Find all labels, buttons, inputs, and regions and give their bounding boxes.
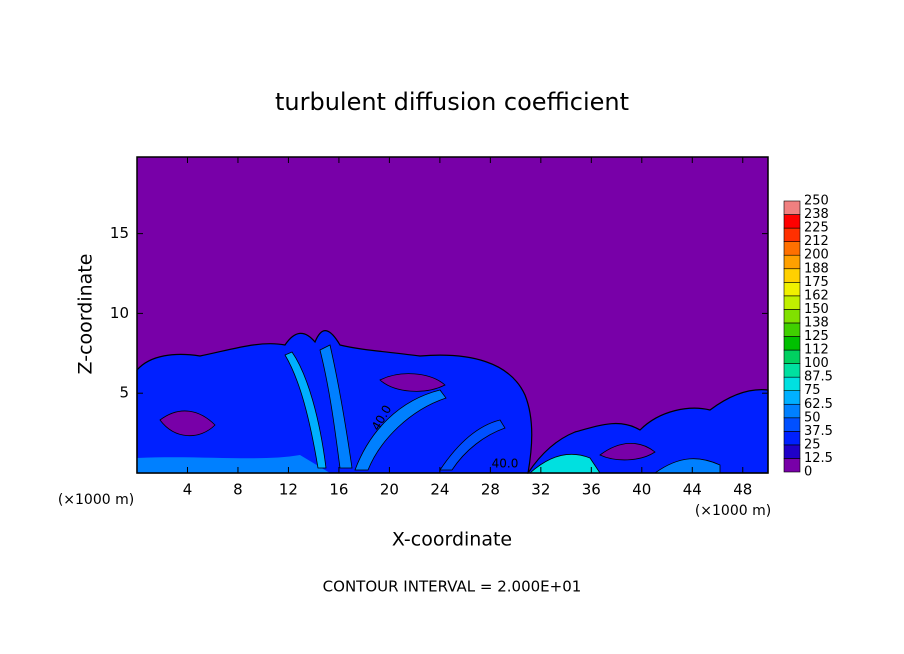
colorbar-label: 200 — [804, 248, 829, 263]
colorbar-label: 125 — [804, 329, 829, 344]
x-tick-label: 24 — [430, 481, 449, 499]
x-tick-label: 32 — [531, 481, 550, 499]
colorbar-label: 175 — [804, 275, 829, 290]
y-tick-label: 15 — [110, 224, 129, 242]
colorbar-swatch — [783, 254, 801, 270]
colorbar-swatch — [783, 200, 801, 215]
field-region — [354, 389, 447, 471]
colorbar-label: 50 — [804, 410, 821, 425]
x-tick-label: 36 — [582, 481, 601, 499]
field-region — [526, 389, 769, 474]
colorbar-label: 212 — [804, 234, 829, 249]
colorbar-swatch — [783, 295, 801, 310]
field-region — [319, 344, 353, 469]
field-region — [284, 351, 327, 469]
colorbar-swatch — [783, 241, 801, 256]
colorbar-label: 25 — [804, 437, 821, 452]
colorbar-swatch — [783, 214, 801, 229]
colorbar-swatch — [783, 363, 801, 378]
colorbar-swatch — [783, 268, 801, 283]
field-region — [379, 373, 446, 392]
field-region — [599, 442, 656, 461]
colorbar-label: 62.5 — [804, 397, 833, 412]
colorbar-label: 37.5 — [804, 424, 833, 439]
colorbar-label: 238 — [804, 207, 829, 222]
colorbar-swatch — [783, 390, 801, 405]
colorbar-label: 75 — [804, 383, 821, 398]
colorbar-label: 0 — [804, 465, 812, 480]
colorbar-swatch — [783, 417, 801, 432]
field-region — [439, 419, 506, 471]
colorbar-label: 225 — [804, 221, 829, 236]
x-tick-label: 44 — [683, 481, 702, 499]
x-tick-label: 4 — [183, 481, 193, 499]
colorbar-swatch — [783, 322, 801, 337]
field-region — [137, 455, 330, 473]
y-axis-label: Z-coordinate — [75, 254, 97, 375]
colorbar-swatch — [783, 309, 801, 324]
x-axis-label: X-coordinate — [392, 529, 512, 551]
colorbar-label: 150 — [804, 302, 829, 317]
colorbar-label: 100 — [804, 356, 829, 371]
field-region — [653, 458, 721, 474]
x-tick-label: 16 — [329, 481, 348, 499]
x-tick-label: 40 — [632, 481, 651, 499]
y-tick-label: 5 — [119, 384, 129, 402]
plot-frame — [136, 156, 769, 474]
colorbar-label: 250 — [804, 194, 829, 209]
field-region — [528, 453, 601, 474]
footer-note: CONTOUR INTERVAL = 2.000E+01 — [323, 578, 582, 596]
x-tick-label: 8 — [233, 481, 243, 499]
x-tick-label: 20 — [380, 481, 399, 499]
colorbar-label: 112 — [804, 343, 829, 358]
colorbar-swatch — [783, 458, 801, 473]
y-tick-label: 10 — [110, 304, 129, 322]
x-tick-label: 28 — [481, 481, 500, 499]
colorbar-label: 87.5 — [804, 370, 833, 385]
x-unit-label: (×1000 m) — [695, 503, 771, 519]
colorbar-swatch — [783, 281, 801, 297]
colorbar-label: 188 — [804, 261, 829, 276]
colorbar-swatch — [783, 336, 801, 351]
colorbar-swatch — [783, 403, 801, 419]
colorbar-swatch — [783, 349, 801, 364]
field-region — [159, 410, 216, 437]
colorbar-swatch — [783, 444, 801, 459]
colorbar-swatch — [783, 227, 801, 242]
contour-field: 40.040.0 — [136, 157, 769, 474]
colorbar-label: 12.5 — [804, 451, 833, 466]
chart-title: turbulent diffusion coefficient — [275, 88, 629, 116]
contour-label: 40.0 — [492, 457, 519, 471]
x-tick-label: 12 — [279, 481, 298, 499]
colorbar-swatch — [783, 431, 801, 446]
x-tick-label: 48 — [733, 481, 752, 499]
colorbar-label: 162 — [804, 288, 829, 303]
x-unit-label: (×1000 m) — [58, 492, 134, 508]
colorbar-label: 138 — [804, 315, 829, 330]
colorbar-swatch — [783, 376, 801, 391]
